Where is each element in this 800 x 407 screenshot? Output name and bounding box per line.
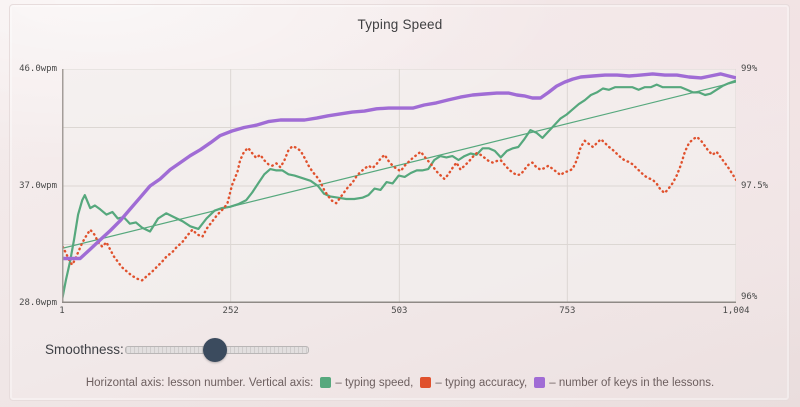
- x-tick-label: 503: [391, 306, 408, 316]
- legend-typing-speed-label: – typing speed,: [335, 377, 414, 389]
- x-tick-label: 1: [59, 306, 65, 316]
- typing-speed-swatch-icon: [320, 377, 332, 388]
- x-tick-label: 252: [222, 306, 239, 316]
- y-right-tick-label: 97.5%: [741, 181, 769, 191]
- legend-axes-text: Horizontal axis: lesson number. Vertical…: [85, 377, 314, 389]
- y-left-tick-label: 46.0wpm: [19, 64, 57, 74]
- y-left-tick-label: 28.0wpm: [19, 298, 57, 308]
- keys-count-swatch-icon: [534, 377, 546, 388]
- chart-legend: Horizontal axis: lesson number. Vertical…: [0, 377, 800, 389]
- y-right-tick-label: 96%: [741, 292, 758, 302]
- smoothness-label: Smoothness:: [45, 342, 124, 357]
- chart-title: Typing Speed: [357, 17, 443, 32]
- legend-keys-count-label: – number of keys in the lessons.: [549, 377, 715, 389]
- typing-speed-chart: [62, 69, 736, 303]
- y-left-tick-label: 37.0wpm: [19, 181, 57, 191]
- legend-typing-accuracy-label: – typing accuracy,: [435, 377, 528, 389]
- smoothness-slider-thumb[interactable]: [203, 338, 228, 362]
- x-tick-label: 1,004: [722, 306, 750, 316]
- y-right-tick-label: 99%: [741, 64, 758, 74]
- typing-accuracy-swatch-icon: [420, 377, 432, 388]
- x-tick-label: 753: [559, 306, 576, 316]
